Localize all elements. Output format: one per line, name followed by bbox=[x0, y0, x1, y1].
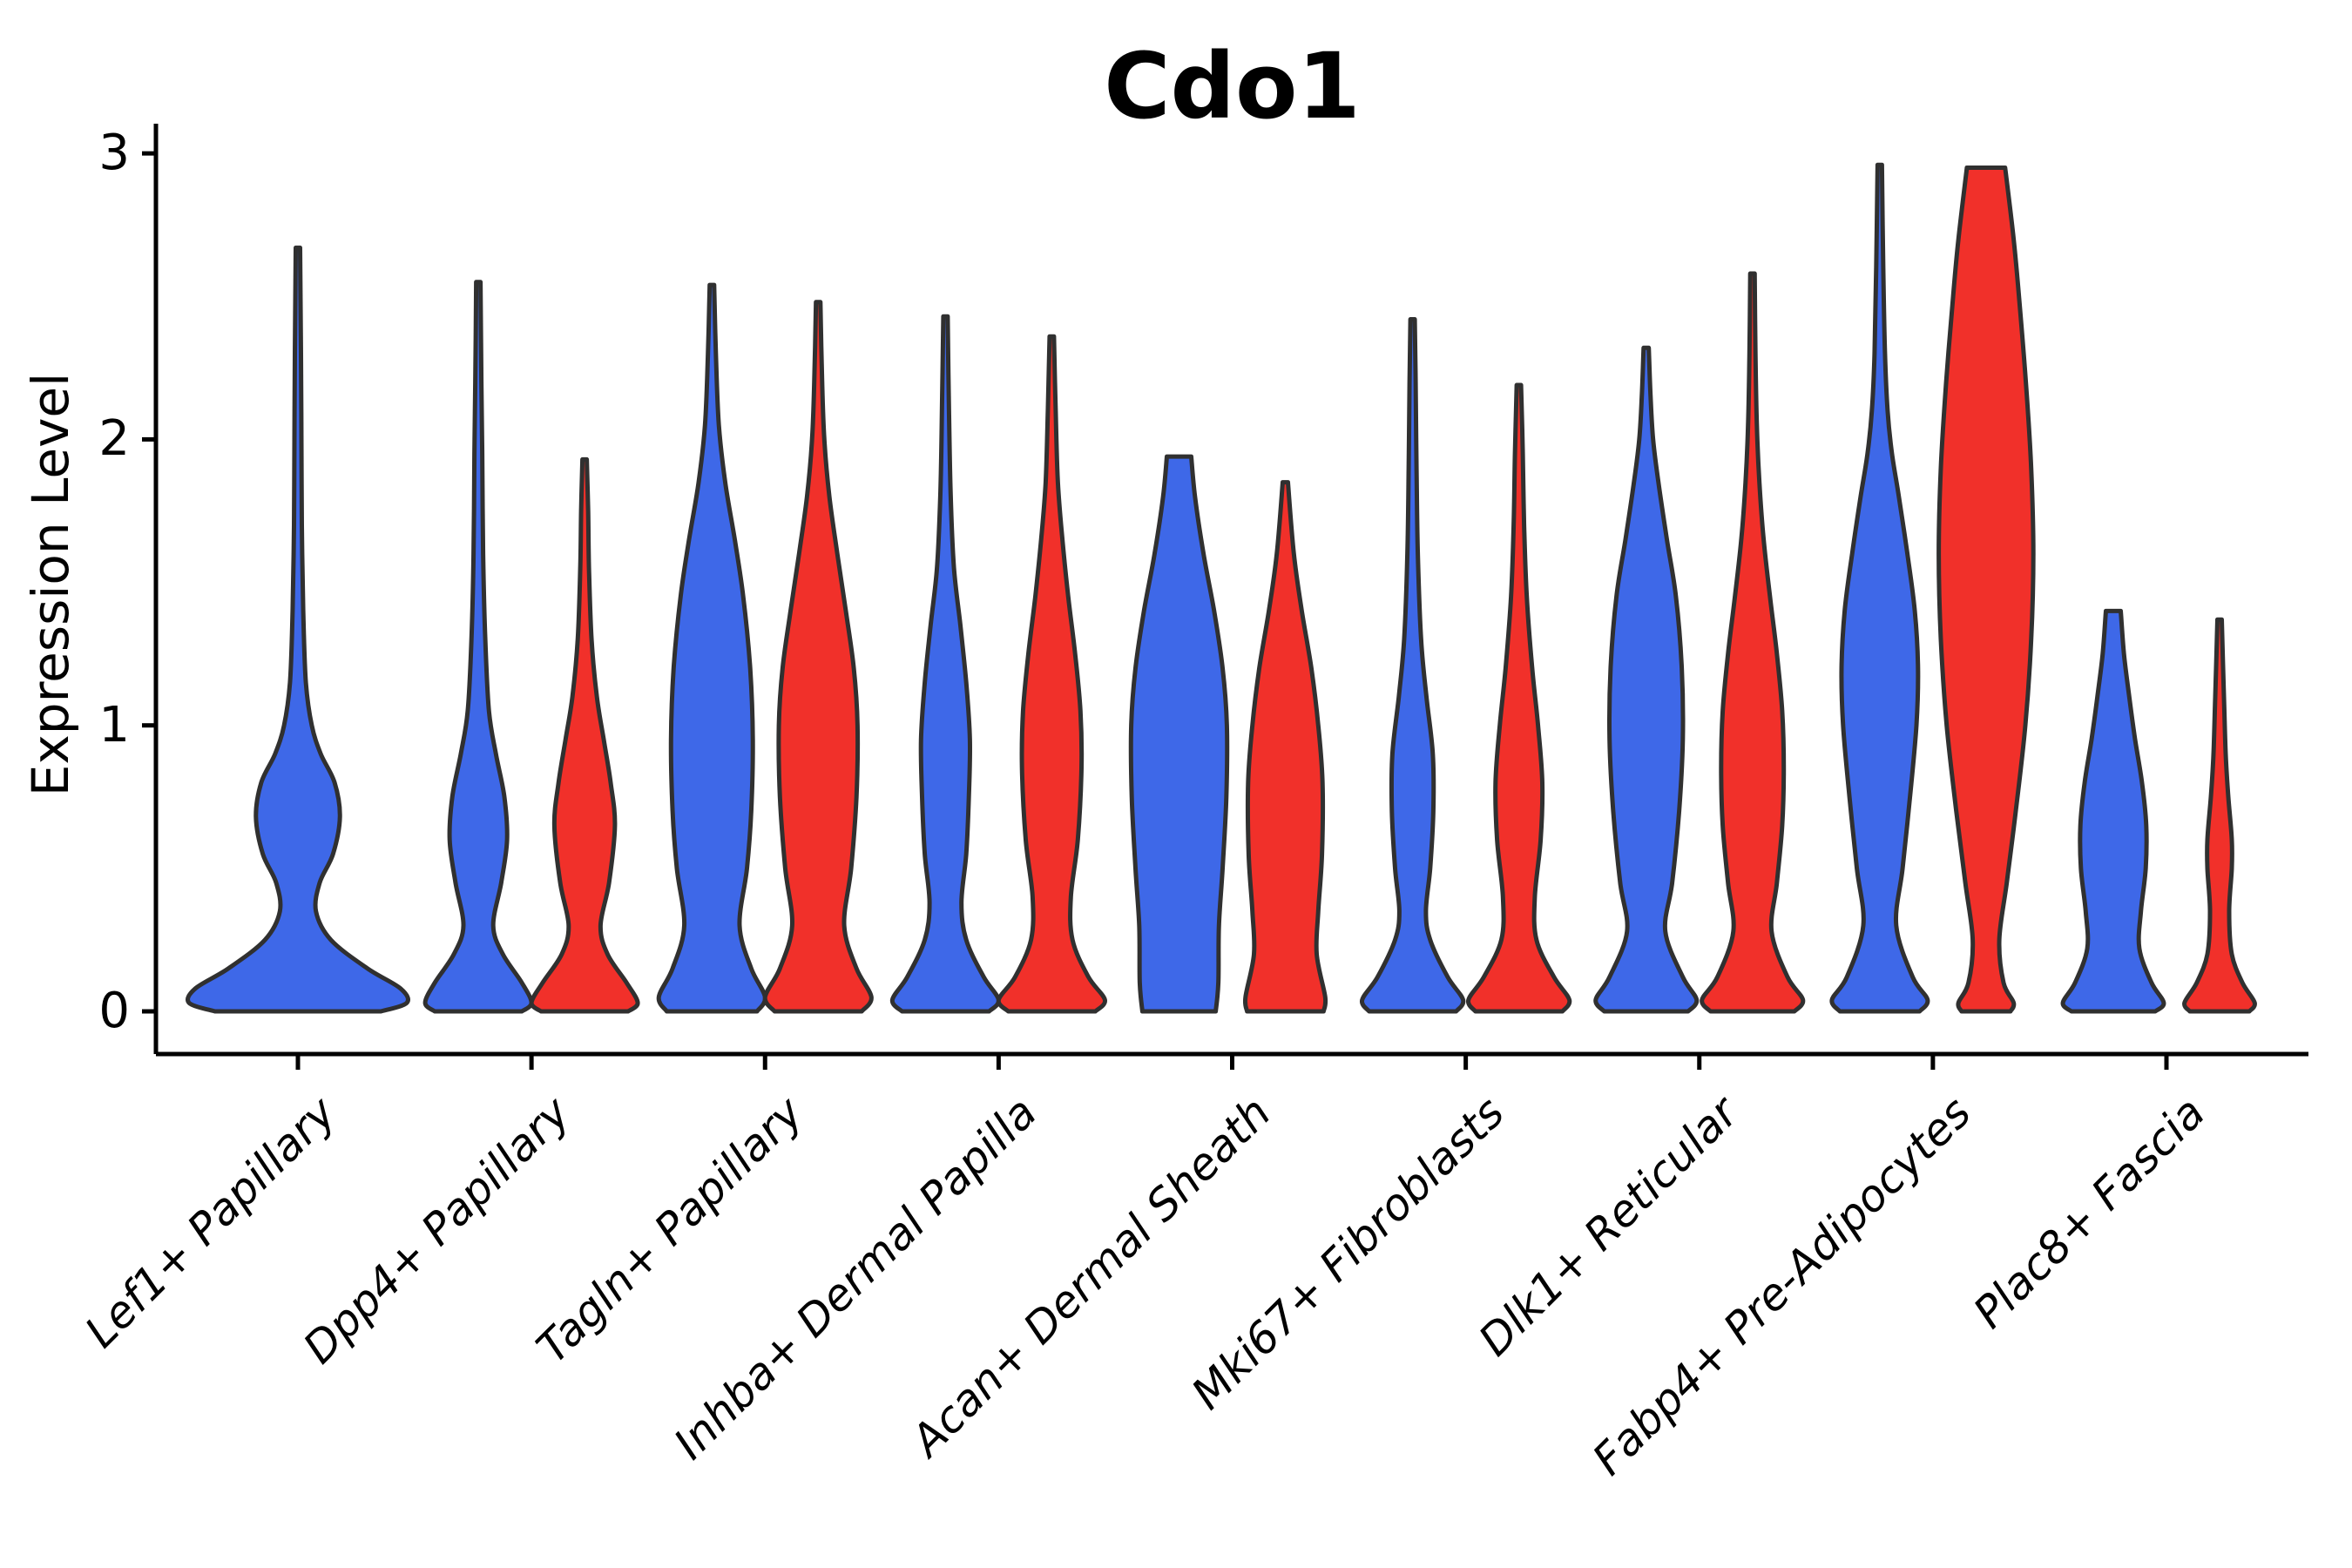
violin-blue-fabp4-pre-adipocytes bbox=[1829, 162, 1930, 1014]
violin-blue-tagln-papillary bbox=[656, 282, 767, 1014]
y-axis-label: Expression Level bbox=[21, 372, 80, 797]
violin-blue-dlk1-reticular bbox=[1593, 345, 1700, 1014]
violin-blue-dpp4-papillary bbox=[422, 280, 534, 1014]
chart-title: Cdo1 bbox=[1104, 33, 1361, 139]
y-tick-label-3: 3 bbox=[98, 125, 130, 182]
violin-blue-lef1-papillary bbox=[185, 245, 411, 1014]
y-tick-label-0: 0 bbox=[98, 983, 130, 1039]
violin-blue-acan-dermal-sheath bbox=[1128, 454, 1230, 1014]
violin-shapes bbox=[185, 162, 2257, 1014]
y-tick-label-2: 2 bbox=[98, 410, 130, 468]
violin-red-dpp4-papillary bbox=[529, 456, 640, 1014]
violin-red-acan-dermal-sheath bbox=[1242, 480, 1328, 1014]
violin-red-plac8-fascia bbox=[2182, 617, 2257, 1014]
violin-red-inhba-dermal-papilla bbox=[996, 334, 1107, 1014]
axes bbox=[142, 124, 2308, 1070]
y-tick-label-1: 1 bbox=[98, 696, 130, 754]
violin-red-tagln-papillary bbox=[762, 300, 874, 1014]
violin-blue-plac8-fascia bbox=[2060, 608, 2166, 1014]
violin-red-mki67-fibroblasts bbox=[1466, 382, 1572, 1014]
violin-red-fabp4-pre-adipocytes bbox=[1936, 166, 2036, 1014]
violin-red-dlk1-reticular bbox=[1700, 271, 1806, 1014]
violin-blue-mki67-fibroblasts bbox=[1360, 317, 1466, 1014]
violin-blue-inhba-dermal-papilla bbox=[889, 314, 1001, 1014]
